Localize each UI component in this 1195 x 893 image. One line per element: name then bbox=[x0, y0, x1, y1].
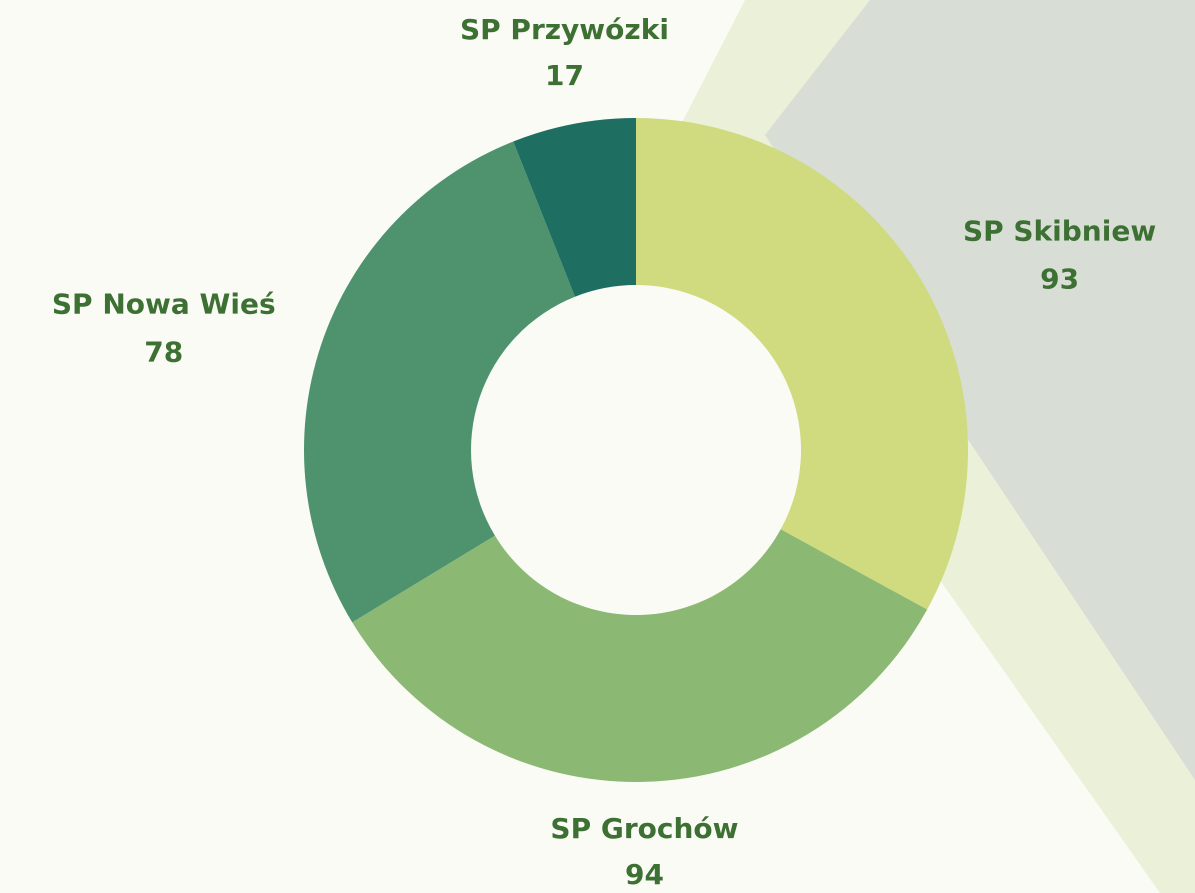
slice-value: 78 bbox=[144, 335, 183, 368]
slice-label: SP Skibniew bbox=[963, 214, 1156, 247]
slice-label: SP Przywózki bbox=[460, 13, 669, 46]
donut-slice bbox=[636, 118, 969, 610]
donut-slice bbox=[513, 118, 636, 297]
donut-slice bbox=[352, 529, 928, 782]
decor-panel bbox=[765, 0, 1195, 780]
slice-value: 93 bbox=[1040, 262, 1079, 295]
slice-label: SP Grochów bbox=[550, 812, 738, 845]
slice-label: SP Nowa Wieś bbox=[52, 287, 276, 320]
donut-slice bbox=[304, 141, 575, 623]
slice-value: 94 bbox=[625, 858, 664, 891]
slice-value: 17 bbox=[545, 59, 584, 92]
